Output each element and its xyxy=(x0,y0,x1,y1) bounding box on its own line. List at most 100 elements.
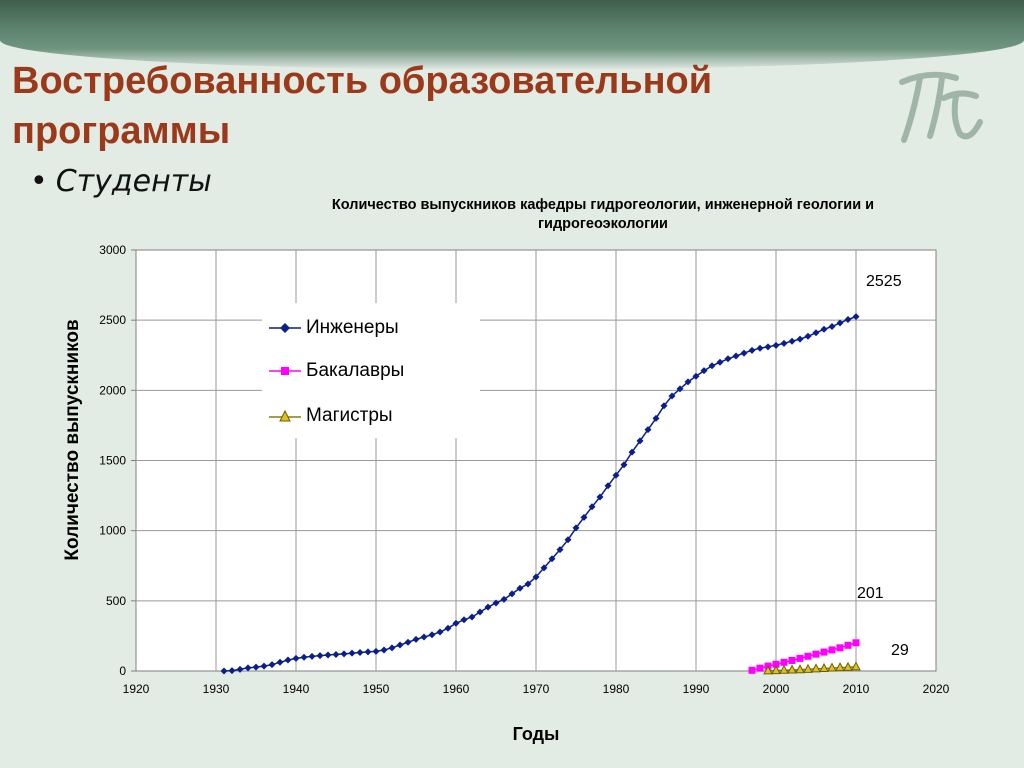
data-point-engineers xyxy=(268,661,276,669)
data-point-engineers xyxy=(644,426,652,434)
data-point-engineers xyxy=(388,644,396,652)
data-point-bachelors xyxy=(772,660,780,668)
data-point-engineers xyxy=(828,322,836,330)
data-point-engineers xyxy=(516,584,524,592)
x-tick-label: 1960 xyxy=(443,682,470,696)
data-point-engineers xyxy=(796,335,804,343)
data-point-engineers xyxy=(444,624,452,632)
data-point-engineers xyxy=(324,651,332,659)
bullet-item: • Студенты xyxy=(30,164,212,199)
legend-swatch-bachelors xyxy=(269,367,301,375)
chart-title: Количество выпускников кафедры гидрогеол… xyxy=(331,197,875,232)
data-point-engineers xyxy=(668,392,676,400)
data-label-engineers-last: 2525 xyxy=(866,273,902,290)
data-point-engineers xyxy=(772,341,780,349)
data-point-engineers xyxy=(548,555,556,563)
legend-label-masters: Магистры xyxy=(306,405,393,426)
data-point-engineers xyxy=(228,667,236,675)
data-point-bachelors xyxy=(756,664,764,672)
x-tick-label: 1970 xyxy=(523,682,550,696)
data-point-engineers xyxy=(748,346,756,354)
legend-label-bachelors: Бакалавры xyxy=(306,360,405,381)
data-point-engineers xyxy=(420,633,428,641)
data-point-bachelors xyxy=(852,639,860,647)
y-tick-label: 500 xyxy=(106,594,126,608)
data-point-bachelors xyxy=(804,652,812,660)
x-tick-label: 1980 xyxy=(603,682,630,696)
data-point-bachelors xyxy=(828,646,836,654)
data-point-engineers xyxy=(628,448,636,456)
data-point-engineers xyxy=(836,319,844,327)
data-point-masters xyxy=(851,661,861,671)
x-tick-label: 1930 xyxy=(203,682,230,696)
slide-title: Востребованность образовательной програм… xyxy=(12,60,713,152)
data-point-engineers xyxy=(372,647,380,655)
data-point-engineers xyxy=(476,608,484,616)
chart-legend: Инженеры Бакалавры Магистры xyxy=(262,303,480,438)
data-point-masters xyxy=(795,664,805,674)
data-point-bachelors xyxy=(844,641,852,649)
data-point-engineers xyxy=(492,599,500,607)
data-point-masters xyxy=(811,663,821,673)
data-point-engineers xyxy=(764,343,772,351)
data-point-masters xyxy=(803,663,813,673)
data-point-engineers xyxy=(276,658,284,666)
data-point-masters xyxy=(771,665,781,675)
data-point-masters xyxy=(843,661,853,671)
x-tick-label: 2000 xyxy=(763,682,790,696)
x-axis-label: Годы xyxy=(513,724,560,744)
data-point-bachelors xyxy=(780,658,788,666)
data-point-engineers xyxy=(404,638,412,646)
legend-swatch-masters xyxy=(269,409,301,422)
data-point-engineers xyxy=(636,437,644,445)
y-tick-label: 1500 xyxy=(99,454,126,468)
data-point-engineers xyxy=(348,649,356,657)
legend-item-masters: Магистры xyxy=(268,404,393,428)
data-point-masters xyxy=(835,662,845,672)
data-point-engineers xyxy=(716,358,724,366)
data-point-masters xyxy=(763,665,773,675)
data-point-engineers xyxy=(620,461,628,469)
y-tick-label: 2500 xyxy=(99,313,126,327)
data-point-bachelors xyxy=(820,648,828,656)
data-point-engineers xyxy=(244,664,252,672)
data-point-engineers xyxy=(588,503,596,511)
data-point-engineers xyxy=(316,652,324,660)
data-point-engineers xyxy=(252,663,260,671)
data-point-engineers xyxy=(332,650,340,658)
data-point-engineers xyxy=(660,402,668,410)
data-point-engineers xyxy=(564,536,572,544)
x-tick-label: 1950 xyxy=(363,682,390,696)
data-point-engineers xyxy=(844,315,852,323)
data-point-engineers xyxy=(572,524,580,532)
header-band xyxy=(0,0,1024,70)
data-point-engineers xyxy=(732,352,740,360)
data-point-engineers xyxy=(820,325,828,333)
y-axis-label: Количество выпускников xyxy=(62,319,83,560)
data-point-engineers xyxy=(500,595,508,603)
data-point-bachelors xyxy=(796,654,804,662)
data-point-engineers xyxy=(724,355,732,363)
data-point-engineers xyxy=(220,667,228,675)
x-tick-label: 2020 xyxy=(923,682,950,696)
data-point-engineers xyxy=(812,329,820,337)
data-point-engineers xyxy=(396,641,404,649)
data-point-bachelors xyxy=(812,650,820,658)
x-tick-label: 1920 xyxy=(123,682,150,696)
data-point-engineers xyxy=(340,650,348,658)
data-point-engineers xyxy=(380,646,388,654)
data-point-engineers xyxy=(428,631,436,639)
data-point-engineers xyxy=(708,362,716,370)
data-point-engineers xyxy=(556,546,564,554)
data-point-engineers xyxy=(676,385,684,393)
data-point-engineers xyxy=(612,471,620,479)
x-tick-label: 1990 xyxy=(683,682,710,696)
data-point-engineers xyxy=(364,648,372,656)
bullet-text: Студенты xyxy=(55,164,212,199)
x-tick-label: 1940 xyxy=(283,682,310,696)
data-point-engineers xyxy=(460,616,468,624)
data-point-engineers xyxy=(596,493,604,501)
data-point-masters xyxy=(787,664,797,674)
legend-label-engineers: Инженеры xyxy=(306,317,399,338)
